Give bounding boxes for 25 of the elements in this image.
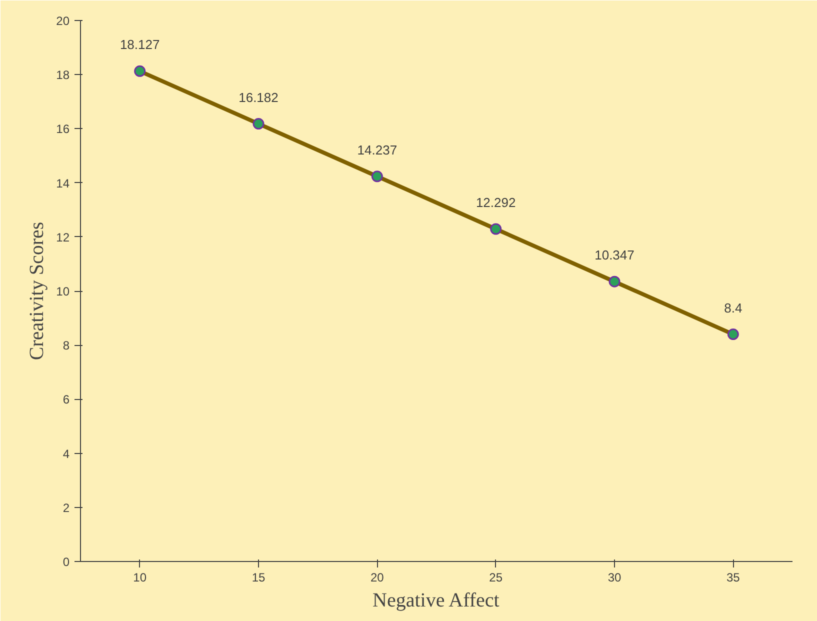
y-tick-label: 20 <box>56 14 70 28</box>
x-tick-label: 35 <box>726 570 740 584</box>
y-tick-label: 14 <box>56 176 70 190</box>
y-tick-label: 6 <box>62 392 70 407</box>
y-tick-label: 16 <box>56 122 70 136</box>
data-label: 12.292 <box>476 195 516 210</box>
data-label: 8.4 <box>724 300 742 316</box>
y-tick-label: 18 <box>56 68 70 82</box>
y-tick-label: 8 <box>62 338 70 353</box>
y-tick-label: 10 <box>56 284 70 298</box>
x-axis-title: Negative Affect <box>372 590 500 612</box>
y-tick-label: 12 <box>56 230 70 244</box>
data-label: 16.182 <box>238 90 278 105</box>
y-tick-label: 0 <box>62 555 70 569</box>
data-label: 18.127 <box>120 37 160 52</box>
x-tick-label: 30 <box>608 570 622 584</box>
y-tick-label: 2 <box>62 500 70 515</box>
y-axis-title: Creativity Scores <box>26 222 48 360</box>
x-tick-label: 25 <box>489 570 503 584</box>
x-tick-label: 20 <box>370 570 384 584</box>
x-tick-label: 15 <box>252 570 266 584</box>
data-label: 14.237 <box>357 142 398 158</box>
data-label: 10.347 <box>594 248 634 263</box>
x-tick-label: 10 <box>133 570 147 584</box>
y-tick-label: 4 <box>62 446 70 461</box>
